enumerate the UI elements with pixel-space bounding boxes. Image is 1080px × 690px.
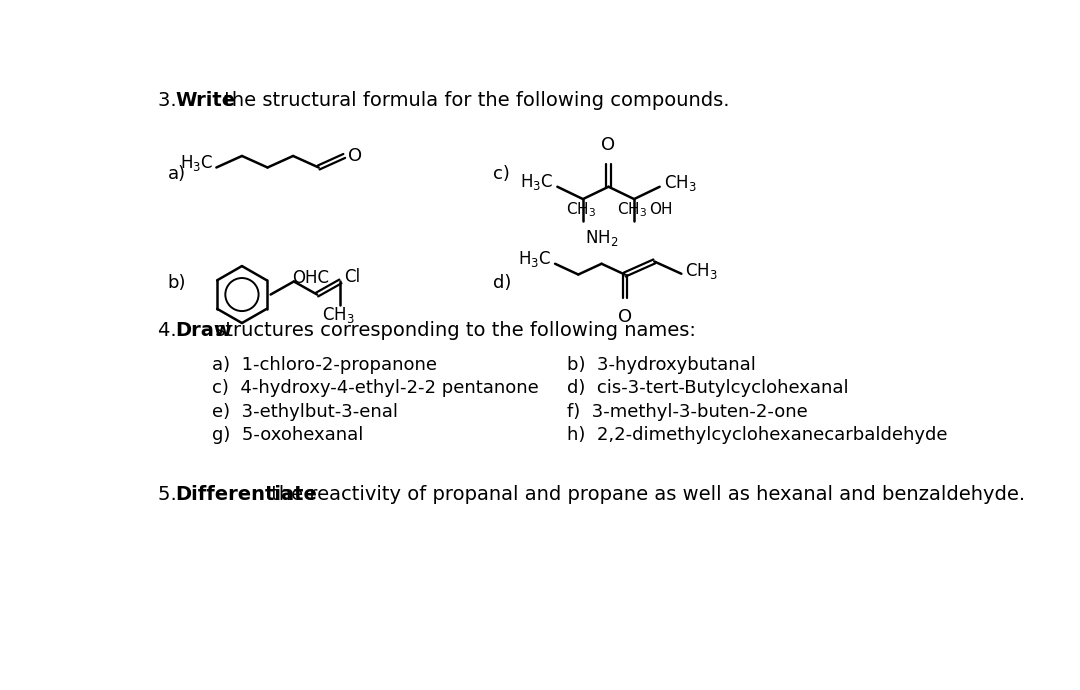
Text: $\mathregular{NH_2}$: $\mathregular{NH_2}$	[585, 228, 618, 248]
Text: 5.: 5.	[159, 485, 184, 504]
Text: O: O	[348, 147, 362, 165]
Text: $\mathregular{CH_3}$: $\mathregular{CH_3}$	[322, 306, 354, 326]
Text: Differentiate: Differentiate	[175, 485, 318, 504]
Text: c): c)	[494, 165, 510, 183]
Text: $\mathregular{CH_3}$: $\mathregular{CH_3}$	[685, 262, 718, 282]
Text: e)  3-ethylbut-3-enal: e) 3-ethylbut-3-enal	[213, 402, 399, 421]
Text: the structural formula for the following compounds.: the structural formula for the following…	[218, 91, 729, 110]
Text: OH: OH	[649, 202, 673, 217]
Text: a)  1-chloro-2-propanone: a) 1-chloro-2-propanone	[213, 357, 437, 375]
Text: structures corresponding to the following names:: structures corresponding to the followin…	[210, 322, 697, 340]
Text: $\mathregular{H_3C}$: $\mathregular{H_3C}$	[518, 249, 551, 269]
Text: 4.: 4.	[159, 322, 184, 340]
Text: the reactivity of propanal and propane as well as hexanal and benzaldehyde.: the reactivity of propanal and propane a…	[266, 485, 1025, 504]
Text: a): a)	[167, 165, 186, 183]
Text: c)  4-hydroxy-4-ethyl-2-2 pentanone: c) 4-hydroxy-4-ethyl-2-2 pentanone	[213, 380, 539, 397]
Text: b): b)	[167, 274, 186, 292]
Text: b)  3-hydroxybutanal: b) 3-hydroxybutanal	[567, 357, 756, 375]
Text: Cl: Cl	[345, 268, 361, 286]
Text: OHC: OHC	[293, 268, 329, 286]
Text: O: O	[602, 137, 616, 155]
Text: d): d)	[494, 274, 512, 292]
Text: 3.: 3.	[159, 91, 184, 110]
Text: g)  5-oxohexanal: g) 5-oxohexanal	[213, 426, 364, 444]
Text: d)  cis-3-tert-Butylcyclohexanal: d) cis-3-tert-Butylcyclohexanal	[567, 380, 849, 397]
Text: $\mathregular{CH_3}$: $\mathregular{CH_3}$	[566, 201, 596, 219]
Text: O: O	[618, 308, 632, 326]
Text: Write: Write	[175, 91, 235, 110]
Text: Draw: Draw	[175, 322, 232, 340]
Text: h)  2,2-dimethylcyclohexanecarbaldehyde: h) 2,2-dimethylcyclohexanecarbaldehyde	[567, 426, 948, 444]
Text: $\mathregular{H_3C}$: $\mathregular{H_3C}$	[521, 172, 554, 192]
Text: $\mathregular{CH_3}$: $\mathregular{CH_3}$	[618, 201, 648, 219]
Text: $\mathregular{H_3C}$: $\mathregular{H_3C}$	[180, 153, 213, 173]
Text: f)  3-methyl-3-buten-2-one: f) 3-methyl-3-buten-2-one	[567, 402, 808, 421]
Text: $\mathregular{CH_3}$: $\mathregular{CH_3}$	[663, 173, 697, 193]
